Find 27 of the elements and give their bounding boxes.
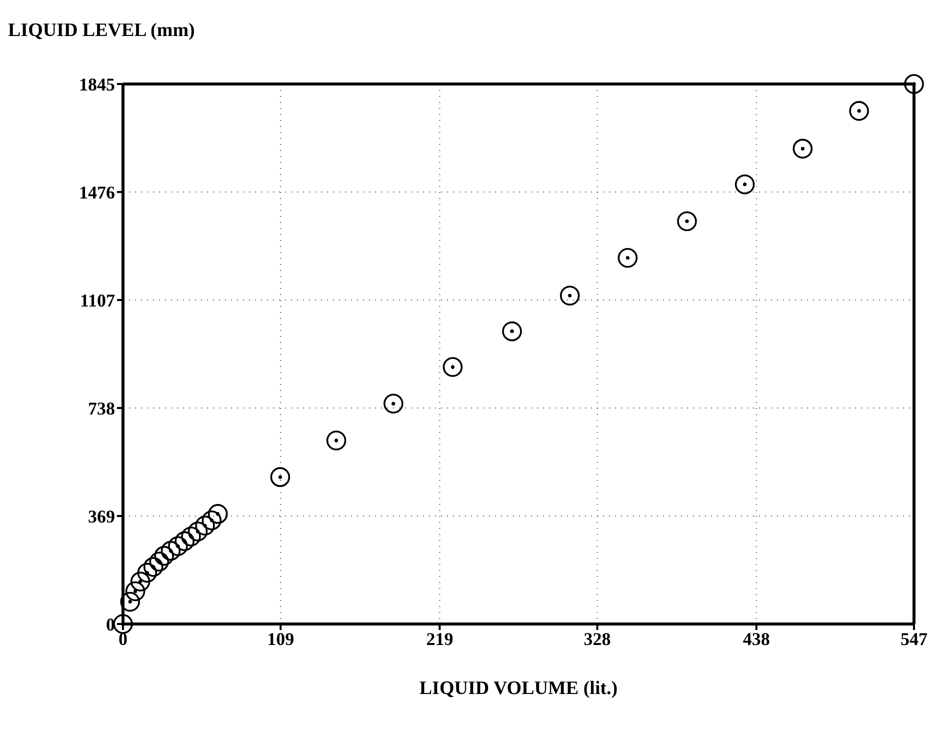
- y-tick-label: 369: [88, 506, 115, 526]
- y-axis-title: LIQUID LEVEL (mm): [8, 20, 195, 42]
- point: [270, 467, 290, 487]
- point: [677, 211, 697, 232]
- x-tick-label: 438: [742, 628, 770, 649]
- x-tick-label: 219: [426, 628, 454, 649]
- y-tick-label: 1107: [80, 290, 115, 310]
- point: [326, 430, 346, 450]
- y-tick-label: 1845: [79, 74, 115, 94]
- x-tick-label: 328: [584, 628, 611, 649]
- point: [734, 174, 755, 194]
- x-axis-title: LIQUID VOLUME (lit.): [419, 678, 618, 699]
- y-tick-label: 738: [88, 398, 115, 418]
- point: [904, 74, 924, 94]
- point: [113, 614, 133, 634]
- point: [849, 101, 869, 121]
- x-tick-label: 109: [267, 628, 294, 649]
- point: [560, 286, 580, 306]
- point: [502, 321, 522, 342]
- point: [442, 357, 463, 377]
- x-tick-label: 547: [900, 628, 928, 649]
- point: [384, 394, 404, 414]
- point: [208, 504, 228, 524]
- point: [792, 138, 813, 159]
- point: [618, 248, 638, 268]
- x-tick-label: 0: [118, 628, 128, 649]
- y-tick-label: 1476: [79, 182, 115, 202]
